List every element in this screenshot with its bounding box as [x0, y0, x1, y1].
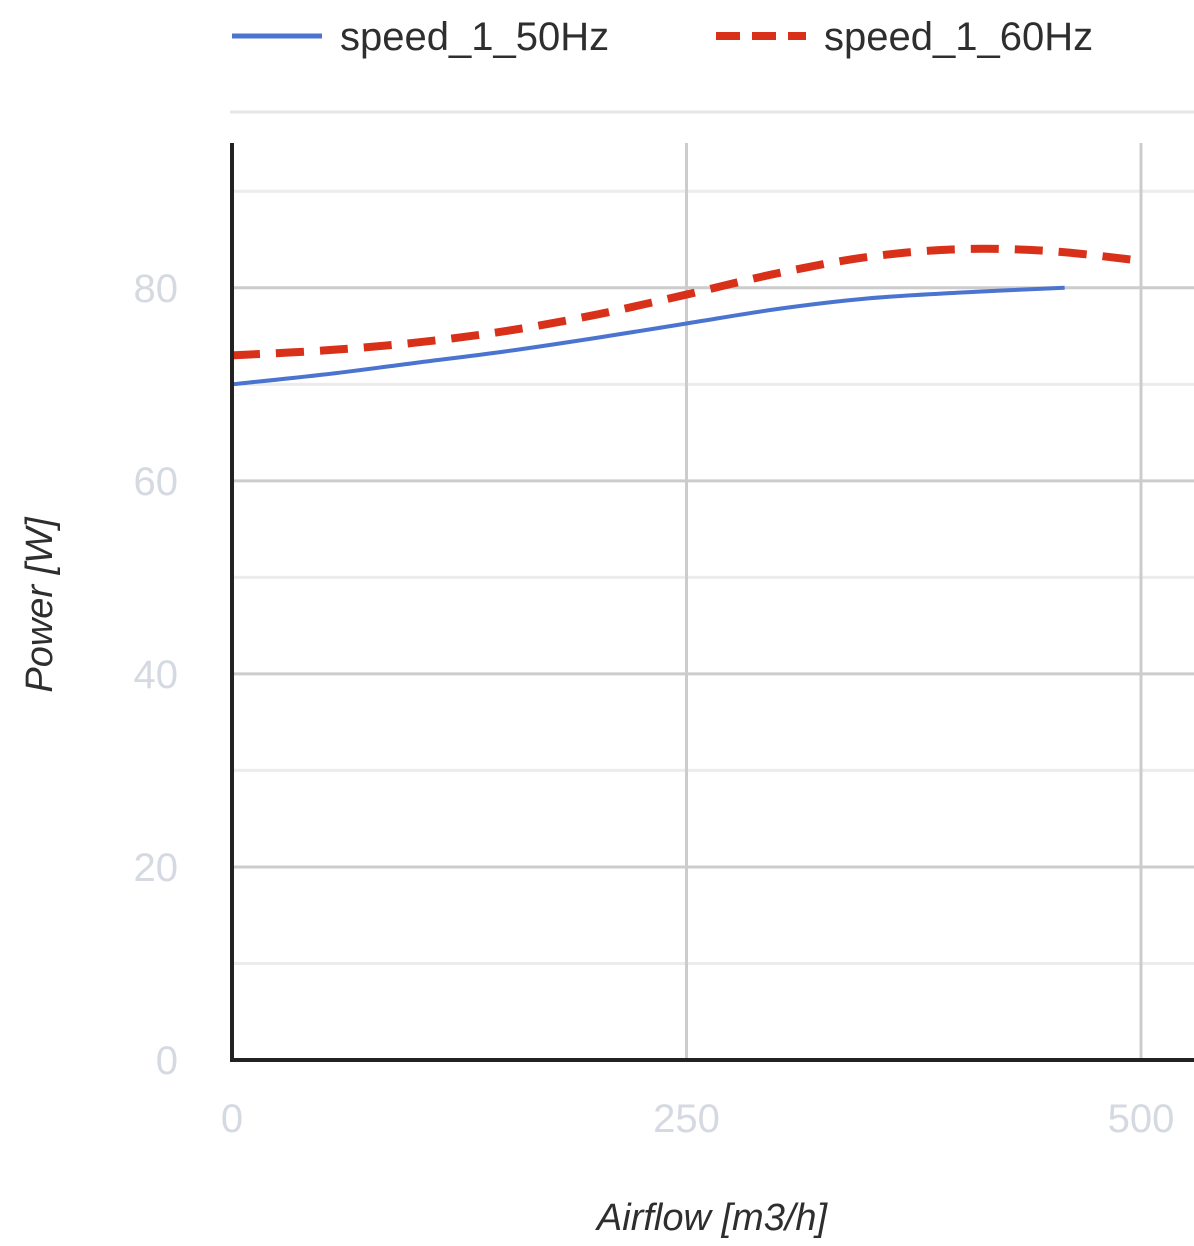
legend: speed_1_50Hz speed_1_60Hz	[232, 15, 1093, 59]
y-axis-title: Power [W]	[19, 516, 61, 693]
legend-label-2: speed_1_60Hz	[824, 15, 1093, 59]
legend-label-1: speed_1_50Hz	[340, 15, 609, 59]
series-line-1	[231, 285, 1065, 387]
x-tick-label: 0	[221, 1097, 243, 1141]
x-axis-title: Airflow [m3/h]	[595, 1197, 829, 1239]
y-tick-label: 80	[134, 267, 179, 311]
plot-area	[231, 244, 1142, 387]
y-tick-label: 40	[134, 653, 179, 697]
y-tick-label: 20	[134, 846, 179, 890]
series-line-2	[231, 244, 1142, 360]
y-tick-label: 0	[156, 1039, 178, 1083]
x-tick-label: 250	[653, 1097, 720, 1141]
grid	[232, 143, 1194, 1060]
tick-labels: 0 20 40 60 80 0 250 500	[134, 267, 1175, 1141]
axes	[230, 143, 1194, 1062]
y-tick-label: 60	[134, 460, 179, 504]
x-tick-label: 500	[1108, 1097, 1175, 1141]
